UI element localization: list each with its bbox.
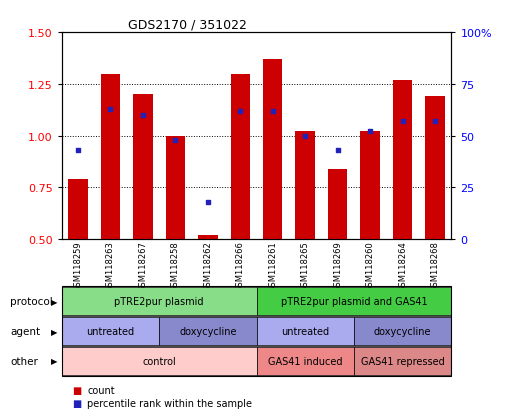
Text: control: control [142,356,176,366]
Text: pTRE2pur plasmid: pTRE2pur plasmid [114,297,204,306]
Text: doxycycline: doxycycline [374,326,431,336]
Point [74,147,82,154]
Bar [101,74,120,240]
Point [366,129,374,135]
Text: count: count [87,385,115,395]
Point [139,112,147,119]
Bar [393,81,412,240]
Bar [133,95,152,240]
Text: ▶: ▶ [51,327,57,336]
Bar [361,132,380,240]
Text: percentile rank within the sample: percentile rank within the sample [87,398,252,408]
Text: ■: ■ [72,398,81,408]
Text: protocol: protocol [10,297,53,306]
Point [333,147,342,154]
Bar [295,132,315,240]
Text: pTRE2pur plasmid and GAS41: pTRE2pur plasmid and GAS41 [281,297,427,306]
Text: ■: ■ [72,385,81,395]
Text: untreated: untreated [86,326,134,336]
Text: GAS41 induced: GAS41 induced [268,356,343,366]
Text: agent: agent [10,326,41,336]
Bar [328,169,347,240]
Point [301,133,309,140]
Point [399,119,407,125]
Text: untreated: untreated [281,326,329,336]
Bar [263,60,283,240]
Bar [68,180,88,240]
Point [171,137,180,144]
Text: doxycycline: doxycycline [179,326,236,336]
Text: GAS41 repressed: GAS41 repressed [361,356,445,366]
Bar [425,97,445,240]
Point [269,108,277,115]
Bar [198,235,218,240]
Text: ▶: ▶ [51,297,57,306]
Point [431,119,439,125]
Point [106,106,114,113]
Text: other: other [10,356,38,366]
Bar [230,74,250,240]
Text: GDS2170 / 351022: GDS2170 / 351022 [128,19,247,31]
Point [204,199,212,206]
Point [236,108,244,115]
Text: ▶: ▶ [51,356,57,366]
Bar [166,136,185,240]
